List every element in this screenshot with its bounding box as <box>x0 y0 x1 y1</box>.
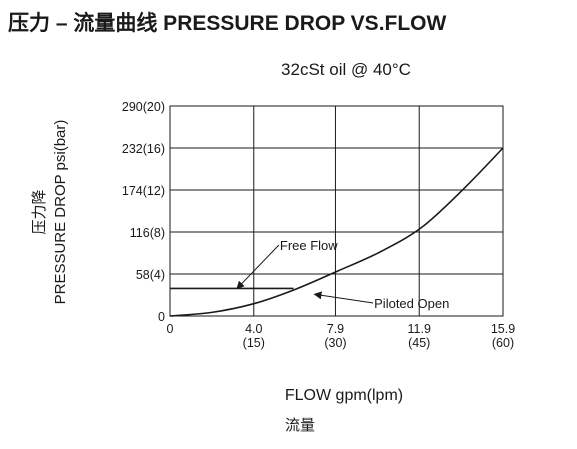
plot-area: 0 58(4) 116(8) 174(12) 232(16) 290(20) 0 4.0(1… <box>122 100 515 350</box>
grid-lines <box>170 106 503 316</box>
y-axis-label-cn: 压力降 <box>31 189 48 234</box>
y-axis-label: PRESSURE DROP psi(bar) <box>52 120 69 305</box>
y-tick-label: 290(20) <box>122 100 165 114</box>
y-tick-labels: 0 58(4) 116(8) 174(12) 232(16) 290(20) <box>122 100 165 324</box>
x-axis-label: FLOW gpm(lpm) <box>285 387 403 404</box>
chart-subtitle: 32cSt oil @ 40°C <box>281 60 411 79</box>
x-tick-sublabel: (30) <box>324 336 346 350</box>
annotations: Free Flow Piloted Open <box>236 238 449 311</box>
x-tick-sublabel: (15) <box>243 336 265 350</box>
x-tick-sublabel: (60) <box>492 336 514 350</box>
series-line-piloted-open <box>169 147 504 317</box>
y-tick-label: 232(16) <box>122 142 165 156</box>
x-tick-label: 11.9 <box>408 322 431 336</box>
y-tick-label: 58(4) <box>136 268 165 282</box>
y-tick-label: 0 <box>158 310 165 324</box>
x-axis-label-cn: 流量 <box>285 417 315 434</box>
x-tick-sublabel: (45) <box>408 336 430 350</box>
x-tick-label: 4.0 <box>245 322 262 336</box>
x-tick-label: 7.9 <box>327 322 344 336</box>
y-tick-label: 116(8) <box>130 226 165 240</box>
series-lines <box>169 147 504 317</box>
annotation-label-free-flow: Free Flow <box>280 238 338 253</box>
annotation-leader-piloted-open <box>313 291 374 304</box>
x-tick-label: 0 <box>167 322 174 336</box>
annotation-leader-free-flow <box>236 244 280 290</box>
x-tick-label: 15.9 <box>491 322 515 336</box>
plot-frame <box>169 105 504 317</box>
y-tick-label: 174(12) <box>122 184 165 198</box>
annotation-label-piloted-open: Piloted Open <box>374 296 449 311</box>
chart-title: 压力 – 流量曲线 PRESSURE DROP VS.FLOW <box>8 11 447 35</box>
x-tick-labels: 0 4.0(15) 7.9(30) 11.9(45) 15.9(60) <box>167 322 516 350</box>
